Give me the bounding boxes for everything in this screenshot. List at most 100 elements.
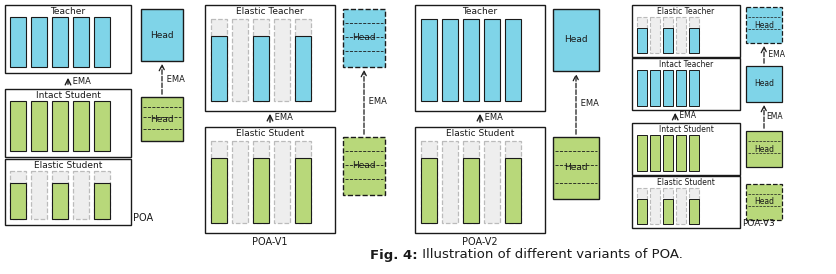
Bar [52, 101, 68, 151]
Text: Intact Student: Intact Student [36, 91, 100, 100]
Text: POA-V2: POA-V2 [462, 237, 497, 247]
Bar [10, 183, 26, 219]
Text: EMA: EMA [272, 113, 293, 122]
Bar [632, 123, 740, 175]
Text: EMA: EMA [578, 99, 599, 109]
Bar [232, 141, 248, 223]
Bar [52, 183, 68, 219]
Text: Elastic Student: Elastic Student [657, 178, 715, 187]
Bar [637, 17, 647, 53]
Bar [632, 58, 740, 110]
Bar [274, 141, 290, 223]
Bar [31, 171, 47, 219]
Bar [10, 17, 26, 67]
Bar [141, 9, 183, 61]
Bar [663, 28, 673, 53]
Bar [689, 135, 699, 171]
Bar [442, 19, 458, 101]
Text: Elastic Teacher: Elastic Teacher [657, 7, 715, 16]
Bar [52, 17, 68, 67]
Bar [676, 188, 686, 224]
Text: Head: Head [352, 161, 376, 170]
Bar [689, 188, 699, 224]
Bar [73, 17, 89, 67]
Bar [689, 28, 699, 53]
Text: Head: Head [352, 33, 376, 42]
Bar [94, 17, 110, 67]
Bar [295, 158, 311, 223]
Text: POA-V1: POA-V1 [252, 237, 288, 247]
Bar [442, 141, 458, 223]
Bar [746, 66, 782, 102]
Text: EMA: EMA [70, 76, 91, 85]
Bar [663, 135, 673, 171]
Text: Teacher: Teacher [462, 7, 497, 16]
Bar [415, 5, 545, 111]
Bar [421, 19, 437, 101]
Text: Teacher: Teacher [50, 7, 85, 16]
Text: EMA: EMA [482, 113, 503, 122]
Bar [484, 19, 500, 101]
Bar [421, 141, 437, 223]
Text: EMA: EMA [677, 112, 696, 121]
Bar [676, 70, 686, 106]
Bar [553, 137, 599, 199]
Bar [94, 101, 110, 151]
Bar [676, 135, 686, 171]
Bar [343, 9, 385, 67]
Bar [505, 141, 521, 223]
Bar [94, 183, 110, 219]
Bar [52, 171, 68, 219]
Text: Elastic Teacher: Elastic Teacher [237, 7, 303, 16]
Text: Elastic Student: Elastic Student [446, 129, 514, 138]
Bar [637, 199, 647, 224]
Bar [295, 36, 311, 101]
Bar [5, 89, 131, 157]
Text: Intact Teacher: Intact Teacher [659, 60, 713, 69]
Bar [141, 97, 183, 141]
Bar [663, 188, 673, 224]
Bar [484, 141, 500, 223]
Text: Head: Head [150, 30, 174, 39]
Bar [205, 127, 335, 233]
Bar [689, 70, 699, 106]
Bar [637, 70, 647, 106]
Bar [637, 135, 647, 171]
Text: Head: Head [754, 21, 774, 30]
Bar [463, 141, 479, 223]
Bar [505, 158, 521, 223]
Bar [274, 19, 290, 101]
Bar [211, 19, 227, 101]
Text: Head: Head [564, 164, 588, 173]
Text: Head: Head [754, 198, 774, 207]
Bar [689, 199, 699, 224]
Text: POA-V3: POA-V3 [742, 219, 775, 228]
Bar [689, 17, 699, 53]
Bar [650, 188, 660, 224]
Bar [632, 5, 740, 57]
Text: EMA: EMA [366, 98, 387, 107]
Text: Illustration of different variants of POA.: Illustration of different variants of PO… [418, 249, 683, 261]
Bar [637, 28, 647, 53]
Text: Head: Head [754, 144, 774, 153]
Bar [343, 137, 385, 195]
Bar [5, 159, 131, 225]
Bar [205, 5, 335, 111]
Bar [415, 127, 545, 233]
Text: Head: Head [564, 36, 588, 44]
Bar [663, 199, 673, 224]
Bar [505, 19, 521, 101]
Bar [463, 158, 479, 223]
Bar [253, 19, 269, 101]
Bar [10, 171, 26, 219]
Text: Elastic Student: Elastic Student [236, 129, 304, 138]
Text: EMA: EMA [164, 75, 185, 84]
Bar [94, 171, 110, 219]
Bar [650, 70, 660, 106]
Bar [650, 17, 660, 53]
Bar [211, 36, 227, 101]
Text: POA: POA [133, 213, 153, 223]
Bar [253, 36, 269, 101]
Bar [73, 101, 89, 151]
Text: Elastic Student: Elastic Student [33, 161, 102, 170]
